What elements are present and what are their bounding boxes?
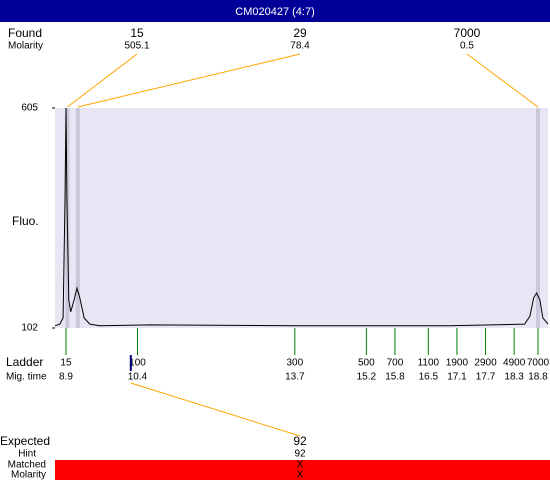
found-size: 15 — [130, 26, 144, 40]
ladder-time: 10.4 — [128, 372, 148, 383]
matched-label: Matched — [8, 460, 46, 471]
found-link — [77, 53, 301, 108]
found-molarity: 505.1 — [124, 41, 149, 52]
ladder-time: 13.7 — [285, 372, 305, 383]
ladder-size: 2900 — [474, 358, 497, 369]
ladder-size: 15 — [60, 358, 72, 369]
found-molarity: 78.4 — [290, 41, 310, 52]
peak-band — [535, 108, 540, 328]
ladder-size: 100 — [129, 358, 146, 369]
ladder-size: 7000 — [527, 358, 550, 369]
ladder-time: 16.5 — [419, 372, 439, 383]
ladder-size: 4900 — [503, 358, 526, 369]
found-size: 7000 — [454, 26, 481, 40]
ladder-size: 700 — [387, 358, 404, 369]
expected-link — [130, 382, 301, 437]
peak-band — [75, 108, 80, 328]
ladder-time-label: Mig. time — [6, 372, 47, 383]
expected-molarity: X — [297, 470, 304, 480]
found-label: Found — [8, 26, 42, 40]
ladder-time: 15.8 — [385, 372, 405, 383]
expected-hint: 92 — [294, 449, 306, 460]
found-link — [67, 53, 138, 108]
title: CM020427 (4:7) — [235, 6, 315, 18]
ladder-label: Ladder — [6, 355, 43, 369]
ladder-time: 18.8 — [528, 372, 548, 383]
matched-bar — [55, 460, 550, 480]
expected-matched: X — [297, 460, 304, 471]
expected-size: 92 — [293, 434, 307, 448]
hint-label: Hint — [18, 449, 36, 460]
plot-area — [55, 108, 548, 328]
ladder-time: 17.1 — [447, 372, 467, 383]
ladder-size: 300 — [286, 358, 303, 369]
found-molarity: 0.5 — [460, 41, 474, 52]
title-bar — [0, 0, 550, 22]
molarity-label: Molarity — [11, 470, 46, 480]
ladder-size: 1900 — [446, 358, 469, 369]
found-molarity-label: Molarity — [8, 41, 43, 52]
trace — [54, 107, 549, 327]
y-tick-label: 605 — [21, 103, 38, 114]
ladder-size: 1100 — [418, 358, 440, 369]
expected-label: Expected — [0, 434, 50, 448]
ladder-time: 15.2 — [357, 372, 377, 383]
ladder-time: 8.9 — [59, 372, 73, 383]
ladder-time: 18.3 — [504, 372, 524, 383]
found-link — [466, 53, 539, 108]
ladder-size: 500 — [358, 358, 375, 369]
y-axis-label: Fluo. — [12, 214, 39, 228]
ladder-time: 17.7 — [476, 372, 496, 383]
found-size: 29 — [293, 26, 307, 40]
y-tick-label: 102 — [21, 323, 38, 334]
